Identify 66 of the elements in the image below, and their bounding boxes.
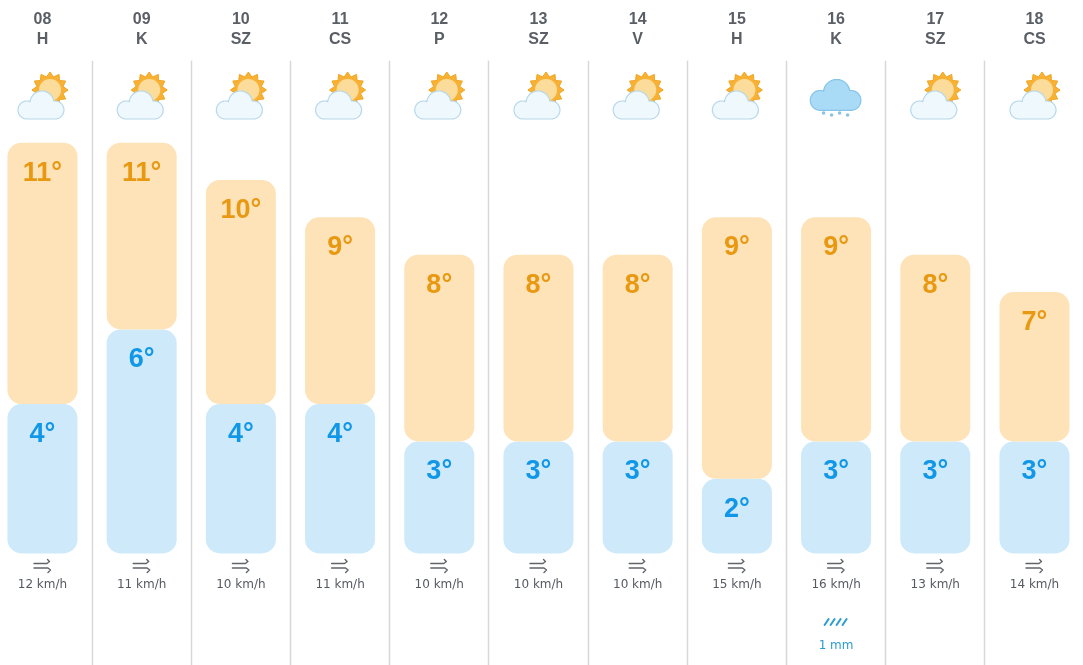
x-tick-label: 18 CS: [1023, 9, 1046, 47]
x-tick-label: 09 K: [132, 9, 151, 47]
x-tick-label: 11 CS: [328, 9, 352, 47]
bar: [900, 441, 971, 554]
data-label: 4°: [327, 418, 353, 449]
total-label: 11°: [122, 156, 162, 187]
bar: [305, 404, 376, 554]
bar: [602, 441, 673, 554]
annotation: 12 km/h: [17, 576, 68, 591]
x-tick-label: 13 SZ: [528, 9, 549, 47]
bar: [205, 180, 276, 405]
x-tick-label: 08 H: [33, 9, 52, 47]
annotation: 10 km/h: [513, 576, 564, 591]
bar: [801, 217, 872, 442]
x-tick-label: 17 SZ: [925, 9, 946, 47]
bar: [404, 441, 475, 554]
data-label: 6°: [128, 343, 155, 374]
total-label: 8°: [922, 268, 949, 299]
bar: [106, 329, 177, 554]
total-label: 9°: [823, 231, 850, 262]
x-tick-label: 15 H: [727, 9, 746, 47]
x-tick-label: 10 SZ: [230, 9, 252, 47]
annotation: 14 km/h: [1009, 576, 1060, 591]
total-label: 11°: [22, 156, 63, 187]
annotation: 11 km/h: [315, 576, 365, 591]
bar: [404, 254, 475, 442]
bar: [900, 254, 971, 442]
bar: [305, 217, 376, 405]
annotation: 10 km/h: [216, 576, 266, 591]
annotation: 11 km/h: [116, 576, 167, 591]
bar: [602, 254, 673, 442]
data-label: 3°: [1021, 455, 1048, 486]
total-label: 8°: [624, 268, 651, 299]
x-tick-label: 16 K: [827, 9, 846, 47]
data-label: 2°: [723, 492, 750, 523]
total-label: 10°: [220, 194, 262, 225]
x-tick-label: 12 P: [430, 9, 449, 47]
bar: [801, 441, 872, 554]
bar: [7, 142, 78, 405]
total-label: 8°: [525, 268, 552, 299]
bar: [503, 441, 574, 554]
bar: [7, 404, 78, 554]
data-label: 3°: [525, 455, 552, 486]
data-label: 3°: [922, 455, 949, 486]
data-label: 3°: [426, 455, 453, 486]
bar: [999, 441, 1070, 554]
data-label: 3°: [823, 455, 850, 486]
total-label: 8°: [426, 268, 453, 299]
x-tick-label: 14 V: [628, 9, 647, 47]
bar: [205, 404, 276, 554]
data-label: 4°: [227, 418, 254, 449]
total-label: 9°: [723, 231, 750, 262]
data-label: 4°: [29, 418, 56, 449]
annotation: 10 km/h: [613, 576, 663, 591]
total-label: 7°: [1021, 306, 1048, 337]
total-label: 9°: [327, 231, 353, 262]
text: 16 km/h 1 mm: [811, 576, 861, 652]
bar: [106, 142, 177, 330]
annotation: 15 km/h: [712, 576, 762, 591]
annotation: 10 km/h: [414, 576, 464, 591]
annotation: 13 km/h: [910, 576, 960, 591]
bar: [701, 478, 772, 554]
data-label: 3°: [624, 455, 651, 486]
bar: [503, 254, 574, 442]
bar: [999, 292, 1070, 442]
bar: [701, 217, 772, 479]
